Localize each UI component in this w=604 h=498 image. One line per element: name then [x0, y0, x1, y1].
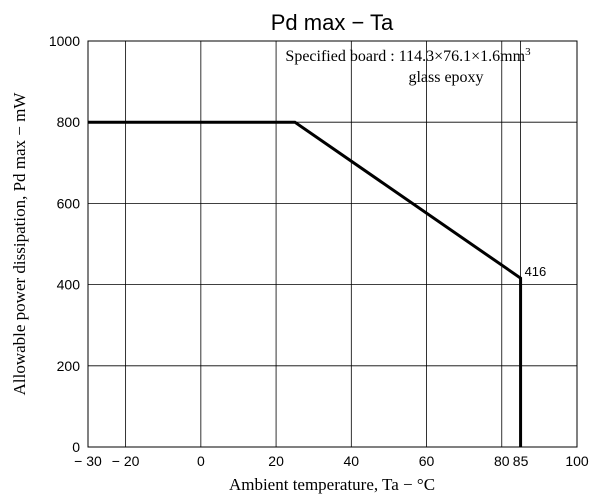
- x-axis-label: Ambient temperature, Ta − °C: [229, 475, 435, 494]
- x-tick-label: 40: [344, 453, 360, 469]
- x-tick-label: 60: [419, 453, 435, 469]
- y-tick-label: 800: [57, 114, 81, 130]
- y-tick-label: 1000: [49, 33, 80, 49]
- y-tick-label: 0: [72, 439, 80, 455]
- chart-title: Pd max − Ta: [271, 10, 394, 35]
- grid: [88, 41, 577, 447]
- x-tick-label: 20: [268, 453, 284, 469]
- x-tick-label: 100: [565, 453, 589, 469]
- x-tick-label: 85: [513, 453, 529, 469]
- x-tick-label: − 30: [74, 453, 102, 469]
- y-tick-label: 600: [57, 195, 81, 211]
- plot-frame: [87, 40, 578, 448]
- y-tick-label: 400: [57, 277, 81, 293]
- x-tick-labels: − 30 − 20 0 20 40 60 80 85 100: [74, 453, 589, 469]
- annotation-board-superscript: 3: [525, 46, 531, 58]
- annotation-416: 416: [525, 264, 547, 279]
- annotation-board-text: Specified board : 114.3×76.1×1.6mm: [285, 48, 525, 65]
- x-tick-label: 80: [494, 453, 510, 469]
- x-tick-label: − 20: [112, 453, 140, 469]
- y-tick-labels: 0 200 400 600 800 1000: [49, 33, 80, 455]
- annotation-glass-epoxy: glass epoxy: [408, 69, 483, 86]
- y-tick-label: 200: [57, 358, 81, 374]
- series-line: [88, 120, 523, 447]
- annotation-board: Specified board : 114.3×76.1×1.6mm3: [285, 46, 531, 65]
- y-axis-label: Allowable power dissipation, Pd max − mW: [10, 92, 29, 396]
- x-tick-label: 0: [197, 453, 205, 469]
